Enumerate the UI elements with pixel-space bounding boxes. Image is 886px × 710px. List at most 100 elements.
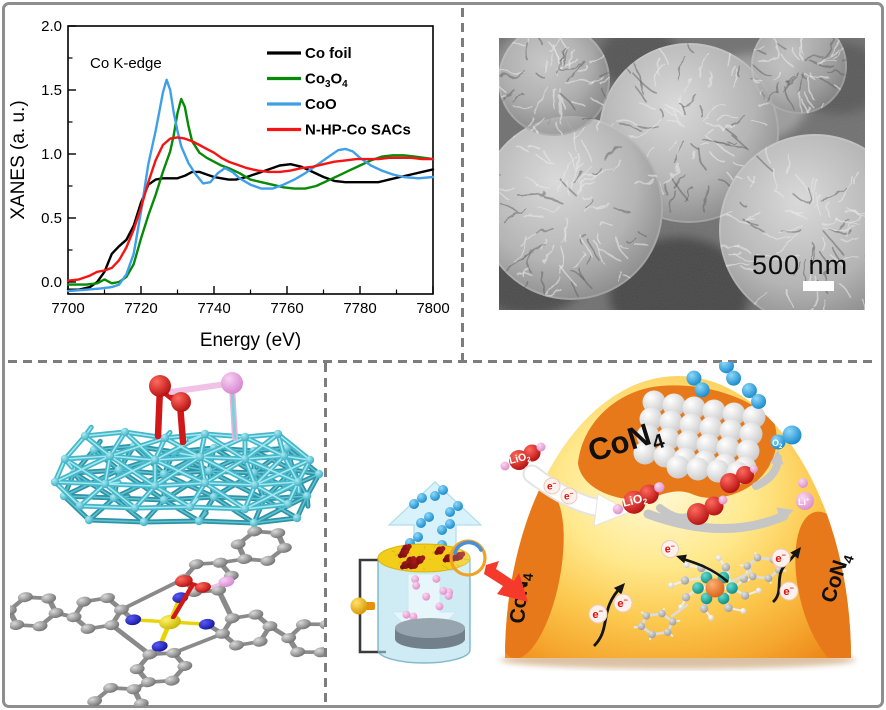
bond-stick [230, 384, 237, 440]
surface-atom [130, 503, 140, 513]
li2o2-sphere [742, 405, 766, 429]
atom-sphere [417, 493, 427, 503]
zoom-pointer-arrow [484, 561, 528, 602]
bond-stick [244, 503, 289, 510]
carbon-atom [721, 563, 731, 572]
surface-atom [209, 492, 219, 502]
legend-label-CoO: CoO [305, 96, 337, 113]
cobalt-atom [159, 614, 181, 630]
xanes-chart: 7700 7720 7740 7760 7780 7800 0.0 0.5 1.0 1.5 2.0 E… [8, 18, 450, 351]
legend-label-Co foil: Co foil [305, 45, 352, 62]
lithium-atom [218, 576, 235, 588]
bond-stick [263, 495, 308, 500]
legend-label-N-HP-Co SACs: N-HP-Co SACs [305, 122, 411, 139]
atom-sphere [438, 485, 448, 495]
li-ion: Li+ [796, 478, 814, 510]
central-metal-atom [705, 578, 725, 598]
carbon-atom [17, 592, 33, 603]
atom-sphere [782, 425, 802, 445]
bond-stick [104, 455, 111, 485]
li-ion-sphere [412, 581, 421, 590]
carbon-atom [748, 572, 757, 581]
surface-atom [314, 469, 324, 479]
li-ion-sphere [422, 592, 431, 601]
carbon-atom [41, 593, 57, 604]
dft-slab-model [50, 372, 324, 528]
bond-stick [254, 455, 285, 486]
li-ion-sphere [411, 575, 420, 584]
bond-stick [254, 484, 289, 505]
bond-stick [244, 433, 279, 438]
lithium-ion [612, 504, 624, 515]
hydrogen-atom [755, 587, 762, 594]
bond-stick [263, 498, 298, 519]
bond-stick [54, 455, 111, 483]
surface-atom [75, 501, 85, 511]
lithium-atom [221, 372, 243, 394]
catalyst-cluster [397, 549, 409, 559]
x-tick-label: 7760 [270, 300, 303, 317]
carbon-atom [133, 698, 149, 706]
surface-atom [50, 477, 60, 487]
atom-sphere [720, 473, 740, 493]
surface-atom [250, 480, 260, 490]
bond-stick [143, 499, 165, 523]
bond-stick [109, 623, 153, 657]
carbon-atom [252, 636, 268, 647]
y-tick-label: 0.5 [41, 210, 62, 227]
li2o2-sphere [719, 419, 743, 443]
bond-stick [88, 519, 145, 523]
carbon-atom [166, 647, 182, 658]
bond-stick [433, 552, 436, 555]
x-axis-title: Energy (eV) [200, 330, 301, 351]
sem-noise-overlay [499, 38, 865, 310]
o2-molecule [445, 501, 463, 517]
x-tick-label: 7720 [124, 300, 157, 317]
li2o2-sphere [666, 455, 690, 479]
carbon-atom [319, 619, 324, 630]
bond-stick [254, 481, 299, 486]
divider-horizontal [8, 360, 878, 363]
arrowhead [613, 583, 625, 595]
surface-atom [105, 451, 115, 461]
li2o2-sphere [636, 424, 660, 448]
atom-sphere [796, 492, 814, 510]
atom-sphere [409, 499, 419, 509]
carbon-atom [76, 596, 92, 607]
surface-atom [84, 515, 94, 525]
bond-stick [154, 456, 201, 487]
carbon-atom [260, 555, 276, 566]
atom-sphere [770, 434, 786, 450]
y-tick-label: 1.5 [41, 82, 62, 99]
li-ion-sphere [409, 612, 418, 621]
bond-stick [109, 455, 156, 461]
bond-stick [244, 458, 256, 486]
electron-badge: e− [588, 604, 608, 624]
coordinating-atom [726, 582, 738, 594]
bond-stick [84, 435, 111, 457]
carbon-atom [281, 633, 297, 644]
carbon-atom [10, 605, 17, 616]
carbon-atom [215, 628, 230, 639]
o2-molecule [437, 519, 455, 535]
dft-models-panel [10, 372, 324, 706]
bond-stick [199, 456, 206, 484]
bond-stick [189, 506, 246, 510]
bond-stick [253, 495, 308, 524]
carbon-atom [129, 664, 145, 675]
carbon-atom [126, 684, 142, 695]
bond-stick [154, 485, 191, 508]
xanes-chart-panel: 7700 7720 7740 7760 7780 7800 0.0 0.5 1.0 1.5 2.0 E… [8, 18, 450, 351]
bond-stick [204, 433, 246, 438]
bond-stick [164, 437, 201, 458]
bond-stick [731, 572, 749, 583]
carbon-atom [114, 604, 129, 615]
electron-badge: e− [771, 548, 791, 568]
svg-text:e−: e− [547, 481, 557, 493]
surface-atom [292, 513, 302, 523]
li2o2-sphere [642, 390, 666, 414]
bond-stick [670, 603, 689, 618]
surface-atom [302, 491, 312, 501]
lio2-label: LiO2 [508, 450, 532, 468]
